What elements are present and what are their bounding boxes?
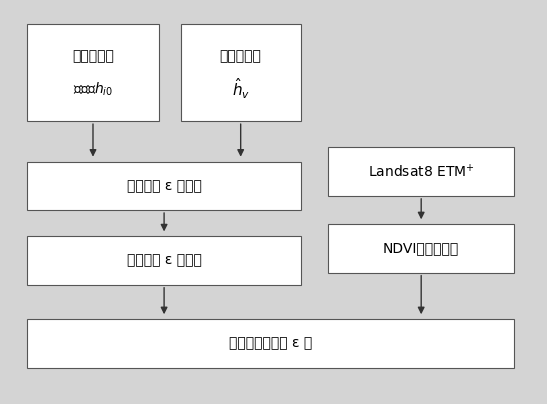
Text: NDVI、联合熵值: NDVI、联合熵值 bbox=[383, 242, 459, 255]
FancyBboxPatch shape bbox=[27, 319, 514, 368]
FancyBboxPatch shape bbox=[181, 24, 301, 121]
Text: 初步估测的: 初步估测的 bbox=[220, 50, 261, 63]
FancyBboxPatch shape bbox=[328, 147, 514, 196]
Text: Landsat8 ETM$^{+}$: Landsat8 ETM$^{+}$ bbox=[368, 163, 474, 180]
Text: 补偿系数 ε 改正值: 补偿系数 ε 改正值 bbox=[127, 254, 201, 267]
FancyBboxPatch shape bbox=[27, 236, 301, 285]
Text: 补偿系数 ε 逆运算: 补偿系数 ε 逆运算 bbox=[127, 179, 201, 193]
FancyBboxPatch shape bbox=[328, 224, 514, 273]
Text: 实测样地平: 实测样地平 bbox=[72, 50, 114, 63]
FancyBboxPatch shape bbox=[27, 162, 301, 210]
Text: $\hat{h}_{v}$: $\hat{h}_{v}$ bbox=[231, 77, 250, 101]
Text: 均树高$h_{i0}$: 均树高$h_{i0}$ bbox=[73, 80, 113, 98]
FancyBboxPatch shape bbox=[27, 24, 159, 121]
Text: 变化的补偿系数 ε 图: 变化的补偿系数 ε 图 bbox=[229, 337, 312, 350]
